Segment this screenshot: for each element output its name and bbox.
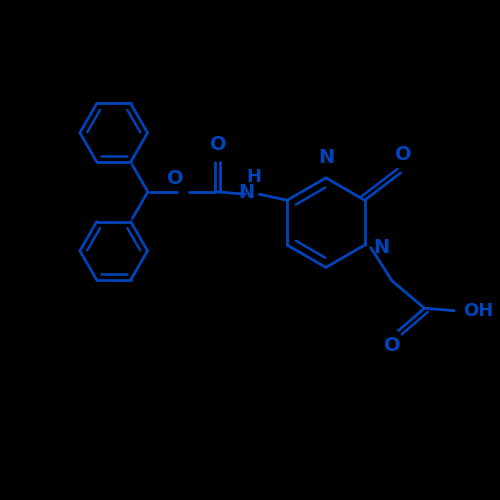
Text: N: N <box>238 184 254 203</box>
Text: N: N <box>374 238 390 257</box>
Text: OH: OH <box>463 302 494 320</box>
Text: H: H <box>247 168 262 186</box>
Text: O: O <box>210 136 226 154</box>
Text: O: O <box>395 145 412 164</box>
Text: N: N <box>318 148 334 167</box>
Text: O: O <box>384 336 401 354</box>
Text: O: O <box>166 169 183 188</box>
